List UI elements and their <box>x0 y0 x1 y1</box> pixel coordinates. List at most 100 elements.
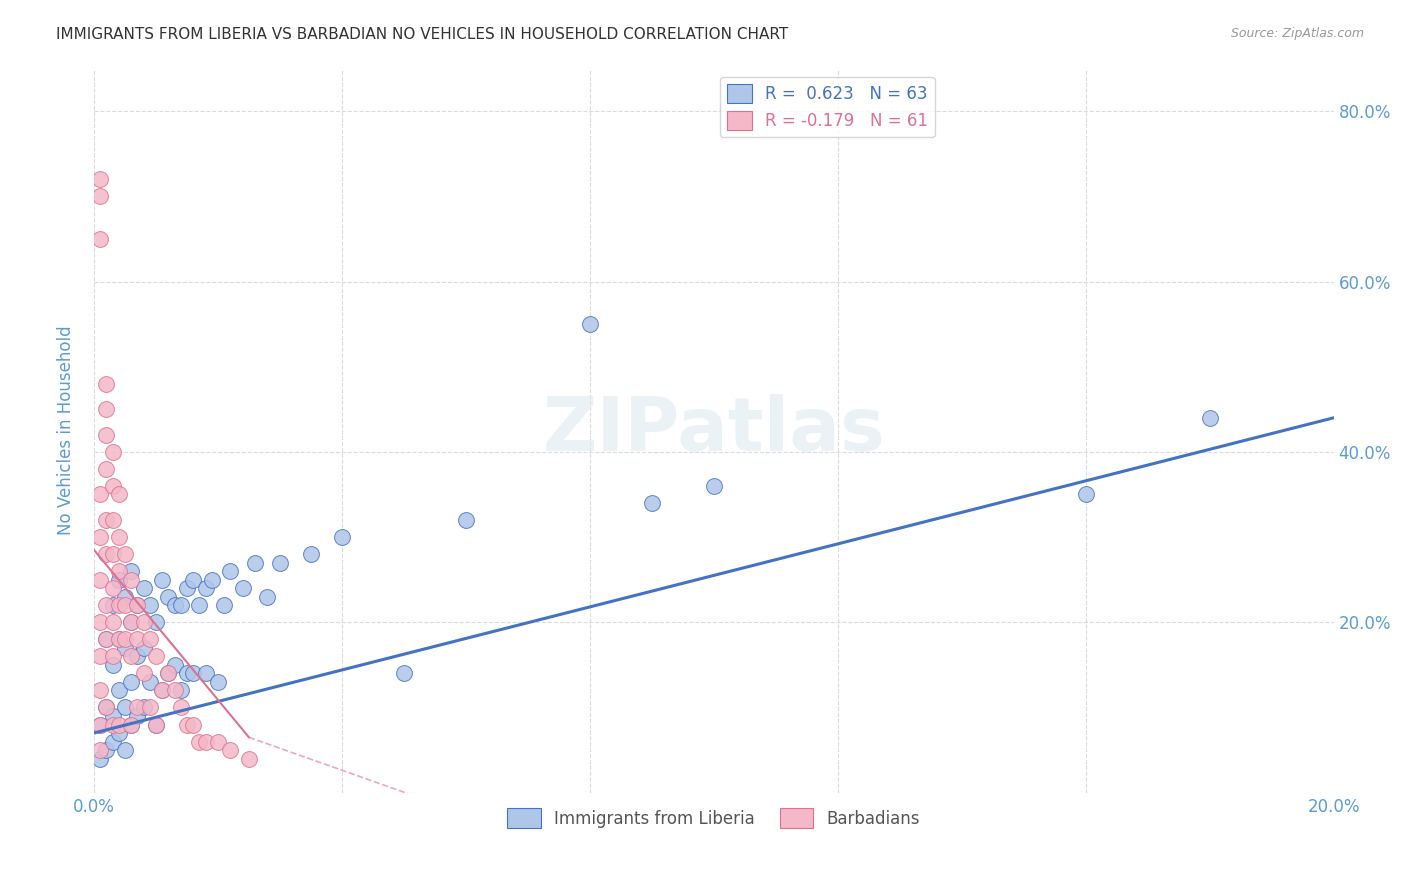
Text: ZIPatlas: ZIPatlas <box>543 394 886 467</box>
Point <box>120 615 142 630</box>
Point <box>89 189 111 203</box>
Point <box>96 547 118 561</box>
Point <box>201 573 224 587</box>
Y-axis label: No Vehicles in Household: No Vehicles in Household <box>58 326 75 535</box>
Point <box>256 590 278 604</box>
Point <box>89 717 111 731</box>
Point <box>107 487 129 501</box>
Point <box>238 751 260 765</box>
Point <box>181 717 204 731</box>
Point <box>89 751 111 765</box>
Point <box>145 717 167 731</box>
Point <box>132 615 155 630</box>
Point <box>101 657 124 672</box>
Point <box>96 743 118 757</box>
Point <box>96 376 118 391</box>
Point <box>170 683 193 698</box>
Text: IMMIGRANTS FROM LIBERIA VS BARBADIAN NO VEHICLES IN HOUSEHOLD CORRELATION CHART: IMMIGRANTS FROM LIBERIA VS BARBADIAN NO … <box>56 27 789 42</box>
Point <box>114 640 136 655</box>
Point <box>150 573 173 587</box>
Point <box>107 726 129 740</box>
Point <box>114 590 136 604</box>
Point <box>89 530 111 544</box>
Point <box>120 564 142 578</box>
Point <box>127 649 149 664</box>
Point <box>138 700 160 714</box>
Point <box>101 615 124 630</box>
Point <box>150 683 173 698</box>
Point <box>89 487 111 501</box>
Point <box>232 581 254 595</box>
Point <box>120 674 142 689</box>
Point <box>96 513 118 527</box>
Point <box>101 717 124 731</box>
Point <box>107 717 129 731</box>
Point <box>157 666 180 681</box>
Point <box>163 683 186 698</box>
Point <box>107 632 129 647</box>
Point <box>127 709 149 723</box>
Point <box>181 573 204 587</box>
Point <box>96 599 118 613</box>
Point <box>392 666 415 681</box>
Point <box>96 700 118 714</box>
Text: Source: ZipAtlas.com: Source: ZipAtlas.com <box>1230 27 1364 40</box>
Point <box>132 700 155 714</box>
Point <box>454 513 477 527</box>
Point <box>96 427 118 442</box>
Point <box>207 734 229 748</box>
Point <box>89 615 111 630</box>
Point <box>145 615 167 630</box>
Point <box>89 649 111 664</box>
Point <box>96 632 118 647</box>
Point <box>114 547 136 561</box>
Point <box>145 717 167 731</box>
Point <box>132 581 155 595</box>
Point <box>188 599 211 613</box>
Point <box>138 599 160 613</box>
Point <box>101 547 124 561</box>
Point <box>243 556 266 570</box>
Point <box>89 717 111 731</box>
Point <box>127 632 149 647</box>
Point <box>578 317 600 331</box>
Point <box>127 599 149 613</box>
Point <box>114 743 136 757</box>
Point <box>107 599 129 613</box>
Point <box>120 573 142 587</box>
Point <box>101 581 124 595</box>
Point <box>188 734 211 748</box>
Point <box>120 717 142 731</box>
Point <box>1198 410 1220 425</box>
Point <box>107 573 129 587</box>
Point <box>89 172 111 186</box>
Point <box>120 615 142 630</box>
Point <box>101 479 124 493</box>
Point <box>212 599 235 613</box>
Point <box>176 581 198 595</box>
Point <box>101 599 124 613</box>
Point <box>703 479 725 493</box>
Point <box>150 683 173 698</box>
Point <box>219 564 242 578</box>
Point <box>157 666 180 681</box>
Point <box>107 632 129 647</box>
Point <box>101 513 124 527</box>
Point <box>181 666 204 681</box>
Point <box>120 649 142 664</box>
Point <box>170 599 193 613</box>
Point <box>127 599 149 613</box>
Point <box>176 666 198 681</box>
Point <box>107 530 129 544</box>
Point <box>101 709 124 723</box>
Point <box>132 640 155 655</box>
Point <box>194 666 217 681</box>
Point <box>89 232 111 246</box>
Point <box>101 734 124 748</box>
Point <box>641 496 664 510</box>
Point <box>101 649 124 664</box>
Point <box>145 649 167 664</box>
Point <box>107 564 129 578</box>
Point <box>299 547 322 561</box>
Point <box>89 683 111 698</box>
